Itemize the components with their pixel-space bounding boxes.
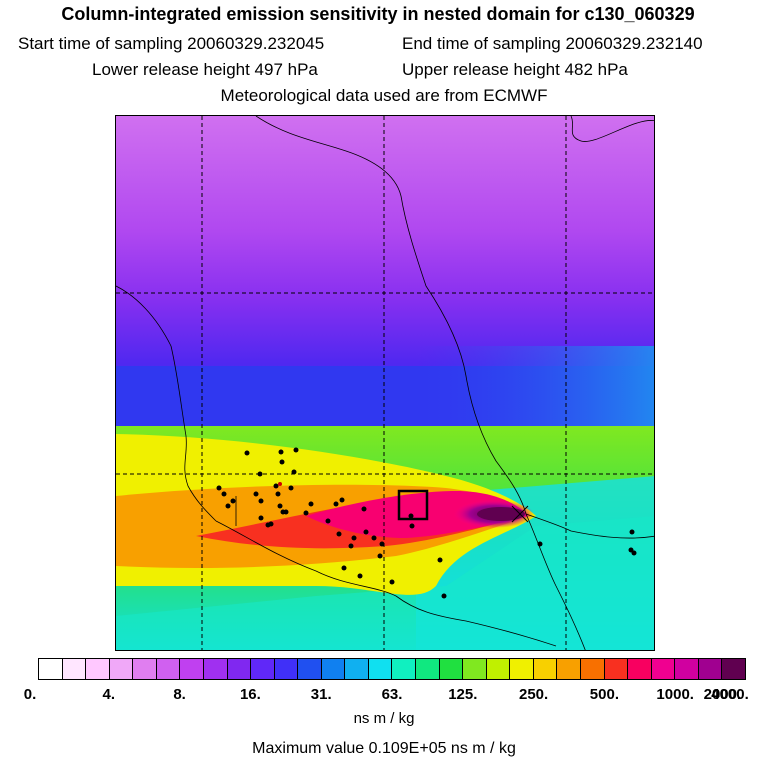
colorbar-segment (86, 659, 110, 679)
colorbar-segment (392, 659, 416, 679)
colorbar-segment (156, 659, 181, 679)
colorbar-segment (651, 659, 676, 679)
release-marker (511, 505, 529, 523)
colorbar-tick-label: 4. (102, 686, 116, 703)
colorbar-tick-label: 125. (448, 686, 478, 703)
colorbar-segment (345, 659, 369, 679)
sensitivity-map (115, 115, 655, 651)
colorbar-segment (557, 659, 581, 679)
colorbar-segment (533, 659, 558, 679)
colorbar-tick-label: 63. (381, 686, 403, 703)
colorbar-unit: ns m / kg (353, 710, 415, 727)
lower-release-label: Lower release height 497 hPa (92, 60, 318, 79)
colorbar-segment (486, 659, 511, 679)
colorbar-tick-label: 500. (589, 686, 619, 703)
colorbar-segment (298, 659, 322, 679)
colorbar-segment (416, 659, 440, 679)
colorbar-tick-label: 8. (173, 686, 186, 703)
colorbar-segment (698, 659, 723, 679)
colorbar-segment (203, 659, 228, 679)
colorbar-segment (62, 659, 87, 679)
upper-release-label: Upper release height 482 hPa (402, 60, 628, 79)
colorbar-segment (321, 659, 346, 679)
colorbar-segment (604, 659, 629, 679)
colorbar-segment (510, 659, 534, 679)
colorbar-segment (180, 659, 204, 679)
colorbar-tick-label: 4000. (711, 686, 749, 703)
plot-title: Column-integrated emission sensitivity i… (61, 4, 695, 24)
colorbar-segment (227, 659, 252, 679)
colorbar-segment (628, 659, 652, 679)
lat-lon-grid (116, 116, 654, 650)
receptor-box (397, 489, 429, 521)
colorbar-tick-label: 250. (518, 686, 549, 703)
colorbar-segment (580, 659, 605, 679)
colorbar-segment (109, 659, 134, 679)
colorbar-segment (675, 659, 699, 679)
colorbar-segment (463, 659, 487, 679)
map-svg (116, 116, 654, 650)
colorbar-segment (251, 659, 275, 679)
colorbar-tick-label: 31. (310, 686, 332, 703)
start-time-label: Start time of sampling 20060329.232045 (18, 34, 325, 53)
colorbar-segment (722, 659, 745, 679)
end-time-label: End time of sampling 20060329.232140 (402, 34, 703, 53)
plume-core-dark (477, 507, 525, 521)
cyan-band (116, 516, 654, 650)
colorbar-segment (368, 659, 393, 679)
red-station-marker (278, 482, 282, 486)
colorbar-segment (274, 659, 299, 679)
met-data-label: Meteorological data used are from ECMWF (220, 86, 548, 105)
colorbar-tick-label: 0. (23, 686, 37, 703)
colorbar-tick-label: 16. (239, 686, 261, 703)
colorbar-tick-label: 1000. (656, 686, 694, 703)
colorbar-segment (133, 659, 157, 679)
colorbar-tick-label: 2000. (703, 686, 742, 703)
coastlines (116, 116, 654, 650)
station-markers (216, 447, 637, 599)
colorbar-segment (439, 659, 464, 679)
colorbar (38, 658, 746, 680)
colorbar-segment (39, 659, 63, 679)
maximum-value-label: Maximum value 0.109E+05 ns m / kg (252, 740, 516, 757)
